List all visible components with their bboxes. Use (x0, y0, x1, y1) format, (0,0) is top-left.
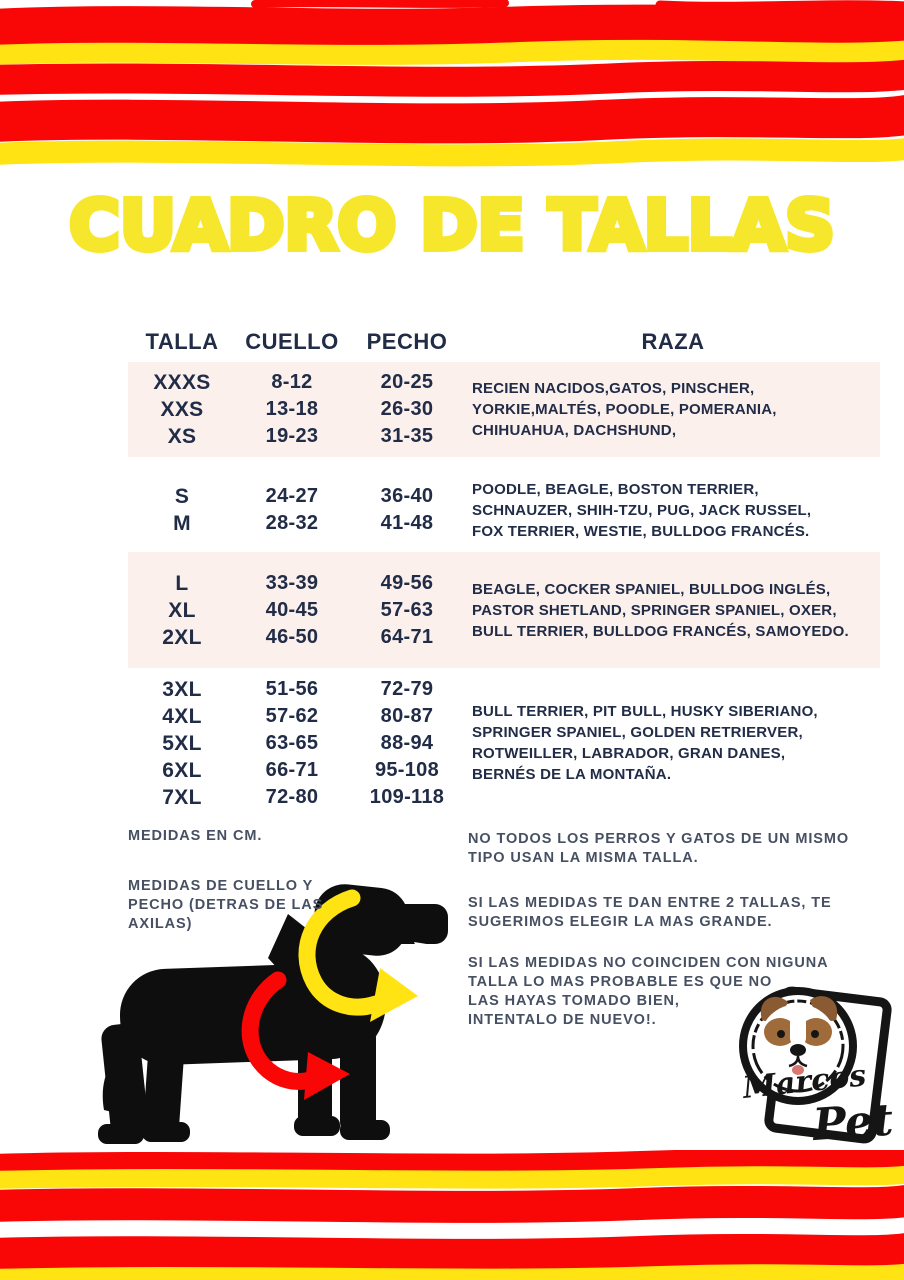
header-cuello: CUELLO (245, 329, 339, 354)
cuello-value: 63-65 (265, 731, 319, 754)
cuello-value: 72-80 (265, 785, 319, 808)
raza-breeds-text: BEAGLE, COCKER SPANIEL, BULLDOG INGLÉS, … (472, 580, 849, 640)
talla-value: S (174, 485, 190, 508)
pecho-value: 57-63 (380, 598, 434, 621)
pecho-value: 49-56 (380, 571, 434, 594)
header-talla: TALLA (145, 329, 219, 354)
pecho-value: 72-79 (380, 677, 434, 700)
talla-value: XXXS (153, 371, 211, 394)
raza-breeds-text: RECIEN NACIDOS,GATOS, PINSCHER, YORKIE,M… (472, 380, 777, 439)
cuello-value: 24-27 (265, 485, 319, 507)
talla-value: XXS (160, 398, 204, 421)
size-group-3xl-7xl: 3XL 4XL 5XL 6XL 7XL 51-56 57-62 63-65 66… (128, 670, 880, 816)
talla-value: L (175, 571, 189, 595)
talla-value: XS (167, 425, 197, 448)
dog-silhouette-illustration (98, 884, 452, 1144)
talla-value: 7XL (162, 785, 202, 809)
pecho-value: 41-48 (380, 512, 434, 534)
units-note: MEDIDAS EN CM. (128, 828, 263, 844)
header-raza: RAZA (641, 329, 705, 354)
cuello-value: 13-18 (265, 398, 319, 420)
talla-value: XL (168, 598, 196, 622)
pecho-value: 95-108 (374, 758, 440, 781)
pecho-value: 64-71 (380, 625, 434, 648)
talla-value: 2XL (162, 625, 202, 649)
cuello-value: 57-62 (265, 704, 319, 727)
pecho-value: 31-35 (380, 425, 434, 447)
size-group-xxxs-xs: XXXS XXS XS 8-12 13-18 19-23 20-25 26-30… (128, 362, 880, 457)
cuello-value: 8-12 (271, 371, 313, 393)
chest-measure-arrow-icon (241, 971, 350, 1100)
size-group-l-2xl: L XL 2XL 33-39 40-45 46-50 49-56 57-63 6… (128, 552, 880, 668)
cuello-value: 28-32 (265, 512, 319, 534)
logo-brand-bottom: Pet (809, 1095, 895, 1152)
table-header-row: TALLA CUELLO PECHO RAZA (128, 326, 880, 358)
top-stripes-decoration-icon (0, 0, 904, 167)
pecho-value: 20-25 (380, 371, 434, 393)
size-group-s-m: S M 24-27 28-32 36-40 41-48 POODLE, BEAG… (128, 467, 880, 553)
raza-breeds-text: BULL TERRIER, PIT BULL, HUSKY SIBERIANO,… (472, 703, 818, 783)
page-title: CUADRO DE TALLAS (66, 183, 838, 269)
talla-value: M (173, 512, 191, 535)
advice-notes: NO TODOS LOS PERROS Y GATOS DE UN MISMO … (468, 831, 850, 1028)
cuello-value: 19-23 (265, 425, 319, 447)
pecho-value: 26-30 (380, 398, 434, 420)
cuello-value: 40-45 (265, 598, 319, 621)
marcos-pet-logo: Marcos Pet (739, 986, 895, 1152)
how-to-measure-note: MEDIDAS DE CUELLO Y PECHO (DETRAS DE LAS… (128, 878, 324, 932)
cuello-value: 51-56 (265, 677, 319, 700)
neck-measure-arrow-icon (298, 889, 418, 1022)
pecho-value: 109-118 (369, 785, 445, 808)
talla-value: 6XL (162, 758, 202, 782)
cuello-value: 46-50 (265, 625, 319, 648)
pecho-value: 36-40 (380, 485, 434, 507)
talla-value: 4XL (162, 704, 202, 728)
cuello-value: 66-71 (265, 758, 319, 781)
bottom-stripes-decoration-icon (0, 1150, 904, 1280)
cuello-value: 33-39 (265, 571, 319, 594)
pecho-value: 80-87 (380, 704, 434, 727)
pecho-value: 88-94 (380, 731, 434, 754)
header-pecho: PECHO (366, 329, 448, 354)
logo-dog-face-icon (760, 996, 838, 1076)
raza-breeds-text: POODLE, BEAGLE, BOSTON TERRIER, SCHNAUZE… (472, 480, 812, 540)
talla-value: 3XL (162, 677, 202, 701)
talla-value: 5XL (162, 731, 202, 755)
